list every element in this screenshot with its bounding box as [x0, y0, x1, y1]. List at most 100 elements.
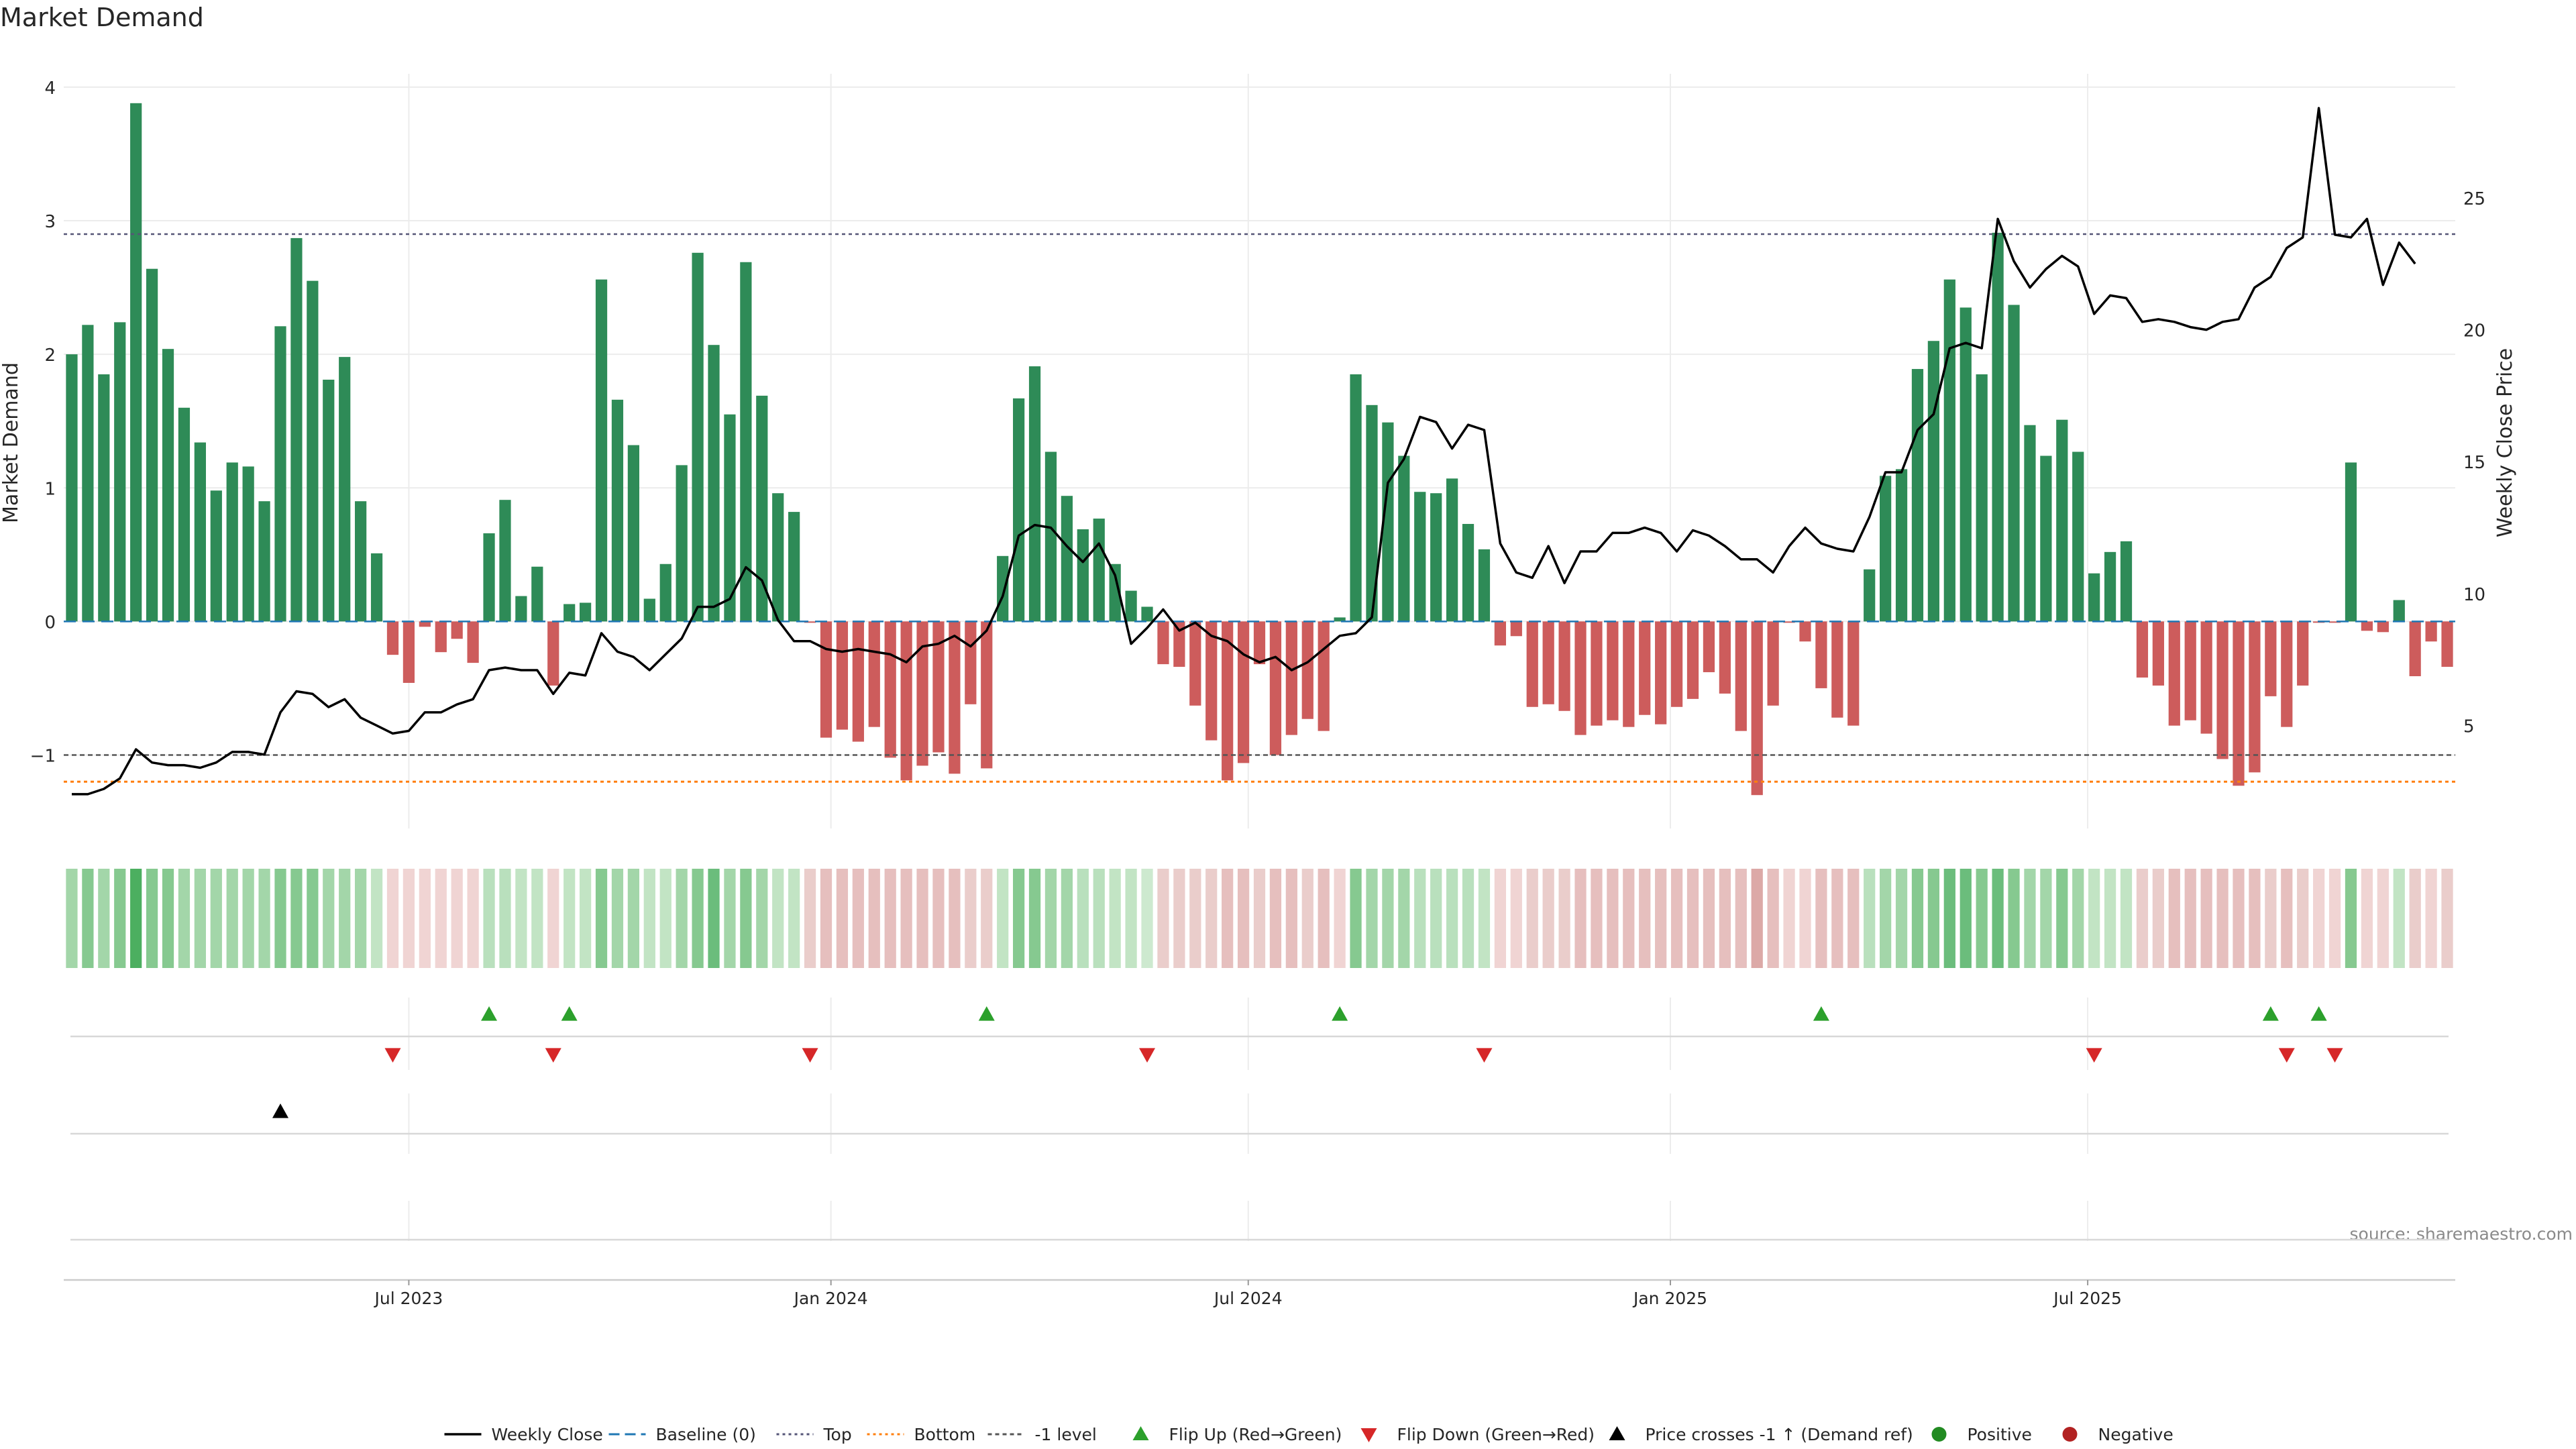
heat-cell [1269, 869, 1282, 968]
heat-cell [242, 869, 254, 968]
heat-cell [98, 869, 110, 968]
heat-cell [965, 869, 977, 968]
demand-bar [178, 407, 191, 622]
flip-down-marker [1476, 1048, 1493, 1063]
demand-bar [1269, 621, 1282, 755]
demand-bar [2104, 551, 2116, 622]
heat-cell [1703, 869, 1715, 968]
heat-cell [355, 869, 367, 968]
chart-title: Market Demand [0, 3, 204, 32]
demand-bar [2136, 621, 2149, 678]
demand-bar [531, 566, 543, 622]
heat-cell [1478, 869, 1491, 968]
demand-bar [804, 621, 816, 623]
left-tick-label: 4 [44, 78, 56, 99]
demand-bar [1992, 232, 2004, 622]
demand-bar [900, 621, 912, 781]
flip-up-marker [2310, 1006, 2327, 1021]
demand-bar [2056, 419, 2068, 622]
demand-bar [2152, 621, 2164, 686]
demand-bar [370, 553, 383, 622]
demand-bar [1430, 493, 1442, 622]
heat-cell [708, 869, 720, 968]
demand-bar [1253, 621, 1266, 665]
demand-bar [868, 621, 880, 727]
demand-bar [1366, 405, 1378, 622]
demand-bar [451, 621, 463, 639]
heat-cell [1815, 869, 1827, 968]
heat-cell [1526, 869, 1538, 968]
heat-cell [531, 869, 543, 968]
demand-bar [1623, 621, 1635, 727]
demand-bar [2345, 462, 2357, 622]
heat-cell [210, 869, 222, 968]
demand-bar [435, 621, 447, 653]
legend-item: -1 level [987, 1425, 1097, 1444]
demand-bar [1382, 422, 1394, 622]
heat-cell [1222, 869, 1234, 968]
heat-cell [386, 869, 399, 968]
heat-cell [1173, 869, 1185, 968]
demand-bar [595, 279, 608, 622]
heat-cell [1895, 869, 1908, 968]
heat-cell [82, 869, 94, 968]
x-tick-label: Jul 2024 [1213, 1289, 1283, 1308]
demand-bar [1044, 451, 1057, 622]
legend-item: Flip Up (Red→Green) [1132, 1425, 1342, 1444]
legend-label: Bottom [914, 1425, 976, 1444]
heat-cell [1799, 869, 1811, 968]
demand-bar [1414, 492, 1426, 622]
heat-cell [1012, 869, 1025, 968]
heat-cell [1751, 869, 1763, 968]
heat-cell [1077, 869, 1089, 968]
demand-bar [1607, 621, 1619, 720]
heat-cell [2152, 869, 2164, 968]
demand-bar [1542, 621, 1554, 704]
heat-cell [2088, 869, 2100, 968]
demand-bar [242, 466, 254, 622]
flip-down-marker [802, 1048, 818, 1063]
heat-cell [114, 869, 126, 968]
demand-bar [226, 462, 238, 622]
right-tick-label: 15 [2463, 453, 2485, 473]
demand-bar [2120, 541, 2133, 622]
heat-cell [274, 869, 286, 968]
flip-down-marker [2278, 1048, 2295, 1063]
heat-cell [1318, 869, 1330, 968]
legend-item: Flip Down (Green→Red) [1360, 1425, 1595, 1444]
demand-bar [1526, 621, 1538, 707]
demand-bar [1157, 621, 1169, 665]
demand-bar [1751, 621, 1763, 796]
demand-bar [146, 268, 158, 622]
demand-bar [949, 621, 961, 774]
demand-bar [2328, 621, 2341, 623]
x-tick-label: Jul 2025 [2052, 1289, 2122, 1308]
heat-cell [1350, 869, 1362, 968]
heat-cell [2409, 869, 2421, 968]
demand-bar [2249, 621, 2261, 773]
flip-down-marker [2086, 1048, 2102, 1063]
demand-bar [2216, 621, 2229, 759]
heat-cell [146, 869, 158, 968]
demand-bar [66, 354, 78, 622]
demand-bar [2361, 621, 2373, 631]
heat-cell [2136, 869, 2149, 968]
demand-bar [114, 322, 126, 622]
heat-cell [659, 869, 672, 968]
legend-swatch-dot [1931, 1427, 1947, 1442]
demand-bar [1222, 621, 1234, 781]
heat-cell [916, 869, 928, 968]
heat-cell [1864, 869, 1876, 968]
demand-bar [1398, 455, 1410, 622]
heat-cell [1109, 869, 1121, 968]
demand-bar [307, 280, 319, 622]
demand-bar [1125, 590, 1137, 622]
demand-bar [1847, 621, 1860, 726]
demand-bar [98, 374, 110, 622]
heat-cell [868, 869, 880, 968]
left-axis-label: Market Demand [0, 362, 23, 523]
demand-bar [82, 325, 94, 622]
heat-cell [226, 869, 238, 968]
flip-up-marker [2262, 1006, 2279, 1021]
demand-bar [756, 395, 768, 622]
